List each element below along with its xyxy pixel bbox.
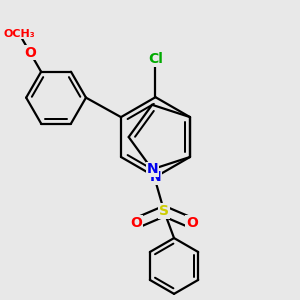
Text: OCH₃: OCH₃ <box>3 29 35 39</box>
Text: O: O <box>130 216 142 230</box>
Text: O: O <box>24 46 36 60</box>
Text: N: N <box>146 162 158 176</box>
Text: O: O <box>186 216 198 230</box>
Text: S: S <box>159 204 169 218</box>
Text: N: N <box>150 170 161 184</box>
Text: Cl: Cl <box>148 52 163 66</box>
